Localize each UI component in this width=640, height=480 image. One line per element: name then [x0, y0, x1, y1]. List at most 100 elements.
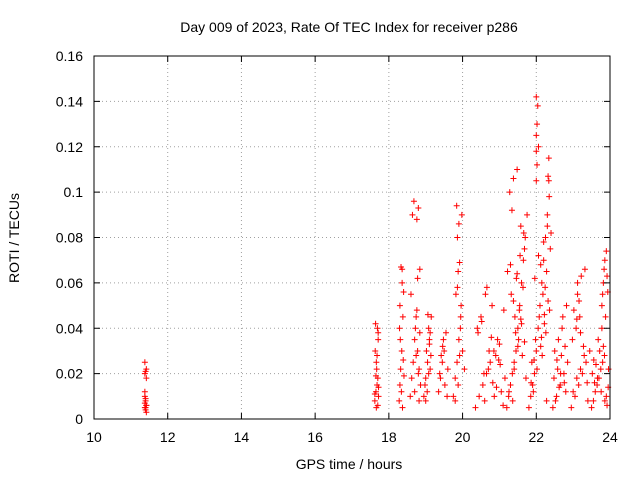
data-point	[545, 155, 552, 162]
data-point	[427, 366, 434, 373]
data-point	[435, 388, 442, 395]
data-point	[568, 404, 575, 411]
data-point	[604, 402, 611, 409]
data-point	[573, 375, 580, 382]
data-point	[558, 352, 565, 359]
data-point	[545, 177, 552, 184]
data-point	[414, 275, 421, 282]
data-point	[452, 397, 459, 404]
data-point	[510, 175, 517, 182]
plot-frame	[93, 55, 611, 420]
data-point	[554, 366, 561, 373]
data-point	[478, 318, 485, 325]
data-point	[573, 325, 580, 332]
data-point	[375, 336, 382, 343]
data-point	[575, 381, 582, 388]
data-point	[552, 397, 559, 404]
data-point	[538, 279, 545, 286]
data-point	[515, 336, 522, 343]
chart-title: Day 009 of 2023, Rate Of TEC Index for r…	[180, 19, 518, 35]
data-point	[141, 370, 148, 377]
data-point	[494, 336, 501, 343]
data-point	[442, 329, 449, 336]
data-point	[400, 357, 407, 364]
x-tick-label: 18	[381, 429, 397, 445]
data-point	[399, 266, 406, 273]
data-point	[537, 343, 544, 350]
data-point	[457, 325, 464, 332]
data-point	[531, 370, 538, 377]
data-point	[456, 352, 463, 359]
data-point	[398, 388, 405, 395]
data-point	[546, 307, 553, 314]
data-point	[485, 366, 492, 373]
data-point	[581, 266, 588, 273]
data-point	[532, 336, 539, 343]
data-point	[535, 252, 542, 259]
data-point	[373, 404, 380, 411]
data-point	[553, 357, 560, 364]
data-point	[583, 359, 590, 366]
data-point	[500, 307, 507, 314]
data-point	[517, 316, 524, 323]
data-point	[534, 161, 541, 168]
data-point	[542, 329, 549, 336]
data-point	[454, 234, 461, 241]
data-point	[373, 366, 380, 373]
data-point	[590, 397, 597, 404]
y-axis-label: ROTI / TECUs	[6, 193, 22, 283]
data-point	[410, 359, 417, 366]
data-point	[427, 352, 434, 359]
data-point	[580, 343, 587, 350]
data-point	[602, 313, 609, 320]
data-point	[513, 275, 520, 282]
data-point	[371, 391, 378, 398]
data-point	[546, 193, 553, 200]
data-point	[513, 347, 520, 354]
data-point	[592, 388, 599, 395]
data-point	[533, 347, 540, 354]
data-point	[588, 404, 595, 411]
data-point	[441, 381, 448, 388]
data-point	[458, 211, 465, 218]
data-point	[454, 359, 461, 366]
data-point	[543, 268, 550, 275]
data-point	[512, 329, 519, 336]
data-point	[604, 273, 611, 280]
data-point	[143, 409, 150, 416]
data-point	[599, 291, 606, 298]
data-point	[399, 279, 406, 286]
data-point	[599, 359, 606, 366]
data-point	[551, 347, 558, 354]
x-tick-label: 10	[86, 429, 102, 445]
data-point	[437, 375, 444, 382]
data-point	[507, 381, 514, 388]
data-point	[570, 307, 577, 314]
data-point	[372, 372, 379, 379]
data-point	[508, 207, 515, 214]
data-point	[481, 397, 488, 404]
data-point	[542, 234, 549, 241]
data-point	[372, 347, 379, 354]
data-point	[454, 284, 461, 291]
x-tick-label: 20	[455, 429, 471, 445]
data-point	[416, 329, 423, 336]
data-point	[598, 325, 605, 332]
data-point	[544, 223, 551, 230]
data-point	[142, 397, 149, 404]
data-point	[544, 211, 551, 218]
data-point	[534, 102, 541, 109]
data-point	[489, 302, 496, 309]
data-point	[371, 397, 378, 404]
data-point	[421, 381, 428, 388]
data-point	[578, 273, 585, 280]
axis-ticks: 10 12 14 16 18 20 22 24 0 0.02 0.04 0.06 0.08 0.1 0.12…	[56, 48, 618, 445]
data-point	[425, 370, 432, 377]
data-point	[506, 189, 513, 196]
data-point	[455, 381, 462, 388]
data-point	[497, 361, 504, 368]
data-point	[592, 361, 599, 368]
data-point	[603, 248, 610, 255]
data-point	[533, 177, 540, 184]
